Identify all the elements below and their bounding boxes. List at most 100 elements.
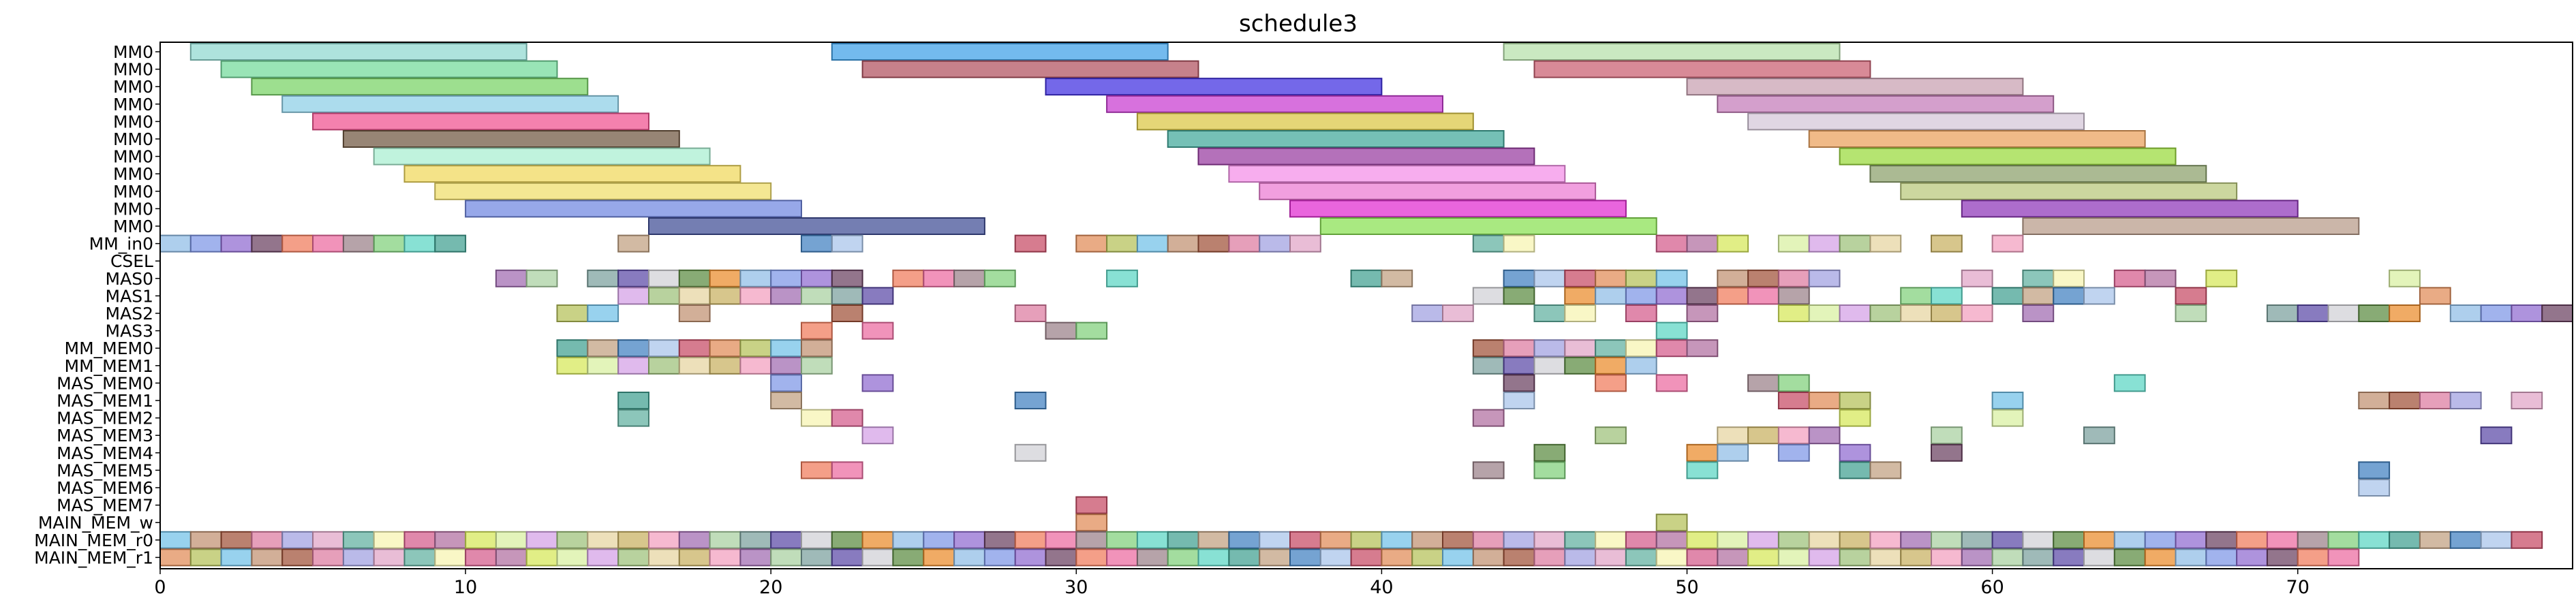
gantt-bar [770, 374, 802, 392]
gantt-bar [1686, 78, 2024, 96]
x-tick-label: 70 [2286, 577, 2310, 598]
gantt-bar [1931, 531, 1963, 549]
gantt-bar [434, 548, 467, 567]
gantt-bar [953, 531, 985, 549]
gantt-bar [1014, 234, 1047, 253]
gantt-bar [617, 356, 650, 375]
gantt-bar [251, 78, 589, 96]
gantt-bar [1319, 531, 1352, 549]
gantt-bar [861, 374, 894, 392]
gantt-bar [2083, 426, 2115, 445]
gantt-bar [739, 339, 772, 358]
gantt-bar [1503, 269, 1535, 287]
gantt-bar [983, 548, 1016, 567]
gantt-bar [1717, 95, 2055, 113]
gantt-bar [1931, 287, 1963, 305]
gantt-bar [1747, 287, 1779, 305]
gantt-bar [1106, 531, 1138, 549]
gantt-bar [373, 234, 405, 253]
gantt-bar [617, 531, 650, 549]
gantt-bar [1686, 461, 1719, 480]
gantt-bar [1564, 269, 1597, 287]
row-label: MAS0 [106, 269, 153, 289]
row-label: MM_in0 [89, 234, 153, 254]
gantt-bar [861, 321, 894, 340]
gantt-bar [801, 321, 833, 340]
gantt-bar [312, 234, 344, 253]
row-label: MM0 [113, 129, 153, 149]
gantt-bar [709, 287, 741, 305]
gantt-bar [923, 531, 955, 549]
gantt-bar [1961, 548, 1993, 567]
gantt-bar [1289, 200, 1627, 218]
gantt-bar [770, 548, 802, 567]
gantt-bar [1655, 287, 1688, 305]
gantt-bar [1259, 234, 1291, 253]
gantt-bar [2022, 304, 2055, 322]
gantt-bar [1259, 182, 1597, 200]
gantt-bar [861, 531, 894, 549]
gantt-bar [2511, 304, 2543, 322]
gantt-bar [1595, 287, 1627, 305]
gantt-bar [1686, 339, 1719, 358]
gantt-bar [525, 548, 558, 567]
gantt-bar [1717, 548, 1749, 567]
gantt-bar [1014, 392, 1047, 409]
gantt-bar [1900, 548, 1932, 567]
gantt-bar [617, 287, 650, 305]
gantt-bar [1411, 304, 1443, 322]
gantt-bar [801, 269, 833, 287]
gantt-bar [495, 531, 527, 549]
gantt-bar [1625, 356, 1657, 375]
gantt-bar [373, 531, 405, 549]
gantt-bar [831, 409, 863, 427]
row-label: MM_MEM0 [65, 339, 153, 358]
x-tick-label: 30 [1064, 577, 1088, 598]
gantt-bar [2389, 392, 2421, 409]
gantt-bar [678, 356, 711, 375]
gantt-bar [1869, 531, 1902, 549]
gantt-bar [1808, 234, 1841, 253]
gantt-bar [1808, 548, 1841, 567]
gantt-bar [709, 339, 741, 358]
gantt-bar [1167, 130, 1505, 148]
gantt-bar [465, 200, 802, 218]
row-label: MAS2 [106, 304, 153, 324]
row-label: MAIN_MEM_r0 [34, 531, 153, 550]
gantt-bar [1777, 234, 1810, 253]
gantt-bar [1655, 531, 1688, 549]
gantt-bar [983, 531, 1016, 549]
gantt-bar [2389, 531, 2421, 549]
plot-frame [159, 42, 2573, 569]
gantt-bar [1564, 531, 1597, 549]
gantt-bar [1503, 234, 1535, 253]
gantt-bar [617, 392, 650, 409]
gantt-bar [2205, 531, 2238, 549]
gantt-bar [587, 548, 619, 567]
gantt-bar [2205, 548, 2238, 567]
gantt-bar [1655, 269, 1688, 287]
gantt-bar [1289, 531, 1321, 549]
gantt-bar [587, 356, 619, 375]
row-label: MM0 [113, 95, 153, 114]
gantt-bar [403, 531, 436, 549]
gantt-bar [801, 548, 833, 567]
gantt-bar [1533, 548, 1566, 567]
gantt-bar [2113, 531, 2146, 549]
gantt-bar [189, 548, 222, 567]
gantt-bar [1747, 374, 1779, 392]
gantt-bar [1106, 548, 1138, 567]
gantt-bar [1777, 304, 1810, 322]
bars-layer [159, 43, 2573, 567]
gantt-bar [1289, 548, 1321, 567]
gantt-bar [1717, 287, 1749, 305]
gantt-bar [1533, 531, 1566, 549]
gantt-bar [556, 548, 589, 567]
gantt-bar [556, 356, 589, 375]
gantt-bar [1319, 548, 1352, 567]
gantt-bar [1839, 548, 1871, 567]
gantt-bar [801, 339, 833, 358]
gantt-bar [892, 531, 925, 549]
gantt-bar [2358, 531, 2391, 549]
gantt-bar [1197, 234, 1230, 253]
